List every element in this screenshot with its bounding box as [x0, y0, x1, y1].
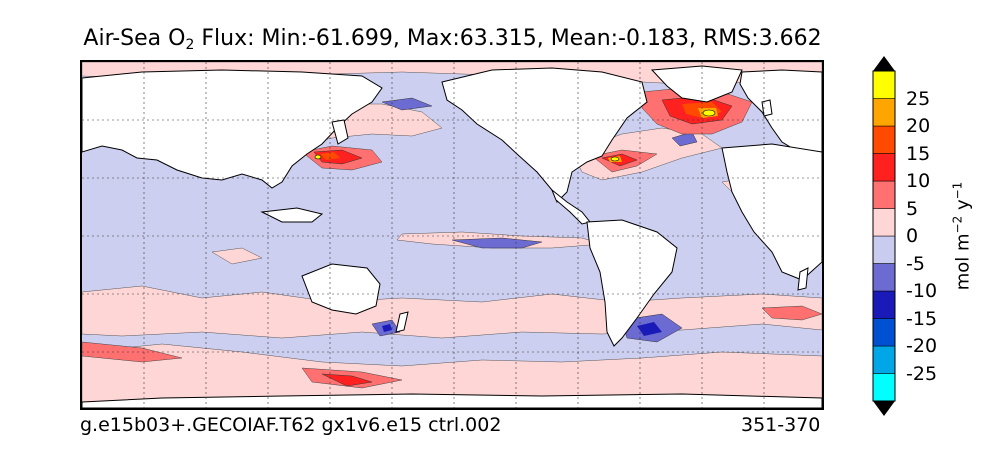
negative-flux-10-15 — [382, 322, 662, 336]
colorbar-tick-label: -5 — [906, 252, 925, 275]
grid-lines — [82, 62, 822, 408]
colorbar-tick-label: 20 — [906, 115, 931, 137]
colorbar-cell — [872, 98, 896, 127]
title-rest: Flux: Min:-61.699, Max:63.315, Mean:-0.1… — [194, 26, 822, 51]
colorbar-tick-label: -15 — [906, 307, 938, 330]
colorbar-cell — [872, 208, 896, 237]
year-range: 351-370 — [741, 414, 821, 436]
colorbar-tick-label: -25 — [906, 362, 938, 385]
colorbar-cells — [872, 70, 896, 402]
eurasia-land — [82, 69, 383, 189]
madagascar-land — [797, 267, 809, 291]
colorbar-cell — [872, 70, 896, 99]
eurasia-east-land — [739, 69, 822, 159]
title-prefix: Air-Sea O — [83, 26, 186, 51]
flux-map — [80, 60, 824, 410]
colorbar-cell — [872, 318, 896, 347]
australia-land — [301, 263, 381, 315]
colorbar-tick-label: 25 — [906, 87, 931, 110]
colorbar-extend-max-arrow — [873, 56, 895, 71]
colorbar-tick-label: 5 — [906, 197, 919, 220]
case-name: g.e15b03+.GECOIAF.T62 gx1v6.e15 ctrl.002 — [80, 414, 502, 436]
colorbar-cell — [872, 290, 896, 319]
colorbar-tick-label: 10 — [906, 170, 931, 192]
colorbar-tick-label: -20 — [906, 335, 938, 357]
colorbar-cell — [872, 235, 896, 264]
colorbar-cell — [872, 345, 896, 374]
colorbar-tick-label: -10 — [906, 280, 938, 302]
colorbar-unit-label: mol m−2 y−1 — [950, 181, 974, 291]
greenland-land — [650, 65, 743, 103]
colorbar-tick-label: 15 — [906, 142, 931, 165]
colorbar-cell — [872, 125, 896, 154]
colorbar-cell — [872, 263, 896, 292]
uk-land — [761, 99, 773, 117]
map-svg — [82, 62, 822, 408]
positive-flux-25-30 — [314, 109, 716, 162]
colorbar-cell — [872, 153, 896, 182]
antarctica-land — [82, 393, 822, 408]
colorbar — [872, 56, 896, 416]
north-america-land — [441, 67, 648, 203]
indonesia-land — [260, 207, 324, 223]
colorbar-cell — [872, 180, 896, 209]
central-america-land — [550, 188, 591, 225]
title-subscript: 2 — [185, 37, 195, 53]
japan-land — [331, 119, 349, 145]
south-america-land — [586, 219, 678, 347]
new-zealand-land — [395, 311, 409, 333]
colorbar-extend-min-arrow — [873, 401, 895, 416]
colorbar-tick-label: 0 — [906, 225, 919, 247]
colorbar-cell — [872, 373, 896, 402]
plot-title: Air-Sea O2 Flux: Min:-61.699, Max:63.315… — [0, 26, 905, 53]
